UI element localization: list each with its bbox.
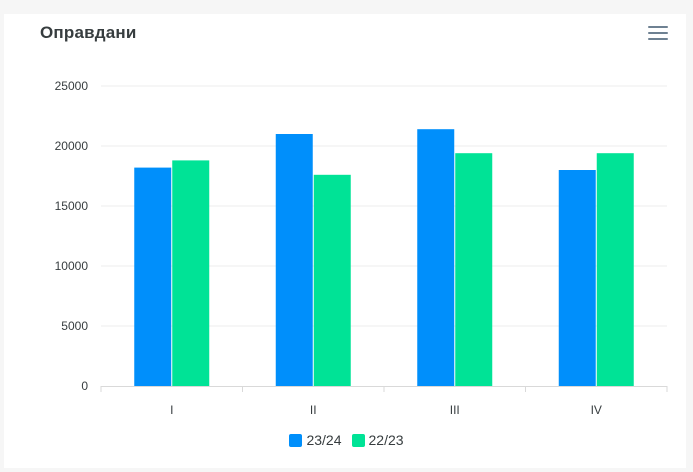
bar-23-24-II[interactable] (275, 134, 313, 386)
chart-legend: 23/24 22/23 (0, 432, 693, 448)
y-tick-label: 5000 (61, 319, 88, 333)
bar-23-24-III[interactable] (417, 129, 455, 386)
legend-item[interactable]: 22/23 (351, 432, 404, 448)
x-tick-label: II (310, 403, 317, 417)
y-tick-label: 0 (81, 379, 88, 393)
x-tick-label: III (450, 403, 460, 417)
bar-23-24-IV[interactable] (558, 170, 596, 386)
x-tick-label: I (170, 403, 173, 417)
legend-swatch (289, 433, 303, 447)
bar-22-23-IV[interactable] (596, 153, 634, 386)
chart-title: Оправдани (40, 23, 137, 42)
y-tick-label: 25000 (55, 79, 89, 93)
legend-item[interactable]: 23/24 (289, 432, 342, 448)
bar-22-23-III[interactable] (455, 153, 493, 386)
bar-22-23-II[interactable] (313, 174, 351, 386)
legend-swatch (351, 433, 365, 447)
bar-23-24-I[interactable] (134, 167, 172, 386)
y-tick-label: 15000 (55, 199, 89, 213)
y-tick-label: 20000 (55, 139, 89, 153)
legend-label: 22/23 (368, 432, 404, 448)
bar-22-23-I[interactable] (172, 160, 210, 386)
legend-label: 23/24 (306, 432, 342, 448)
x-tick-label: IV (591, 403, 602, 417)
y-tick-label: 10000 (55, 259, 89, 273)
hamburger-menu-icon[interactable] (648, 26, 668, 44)
